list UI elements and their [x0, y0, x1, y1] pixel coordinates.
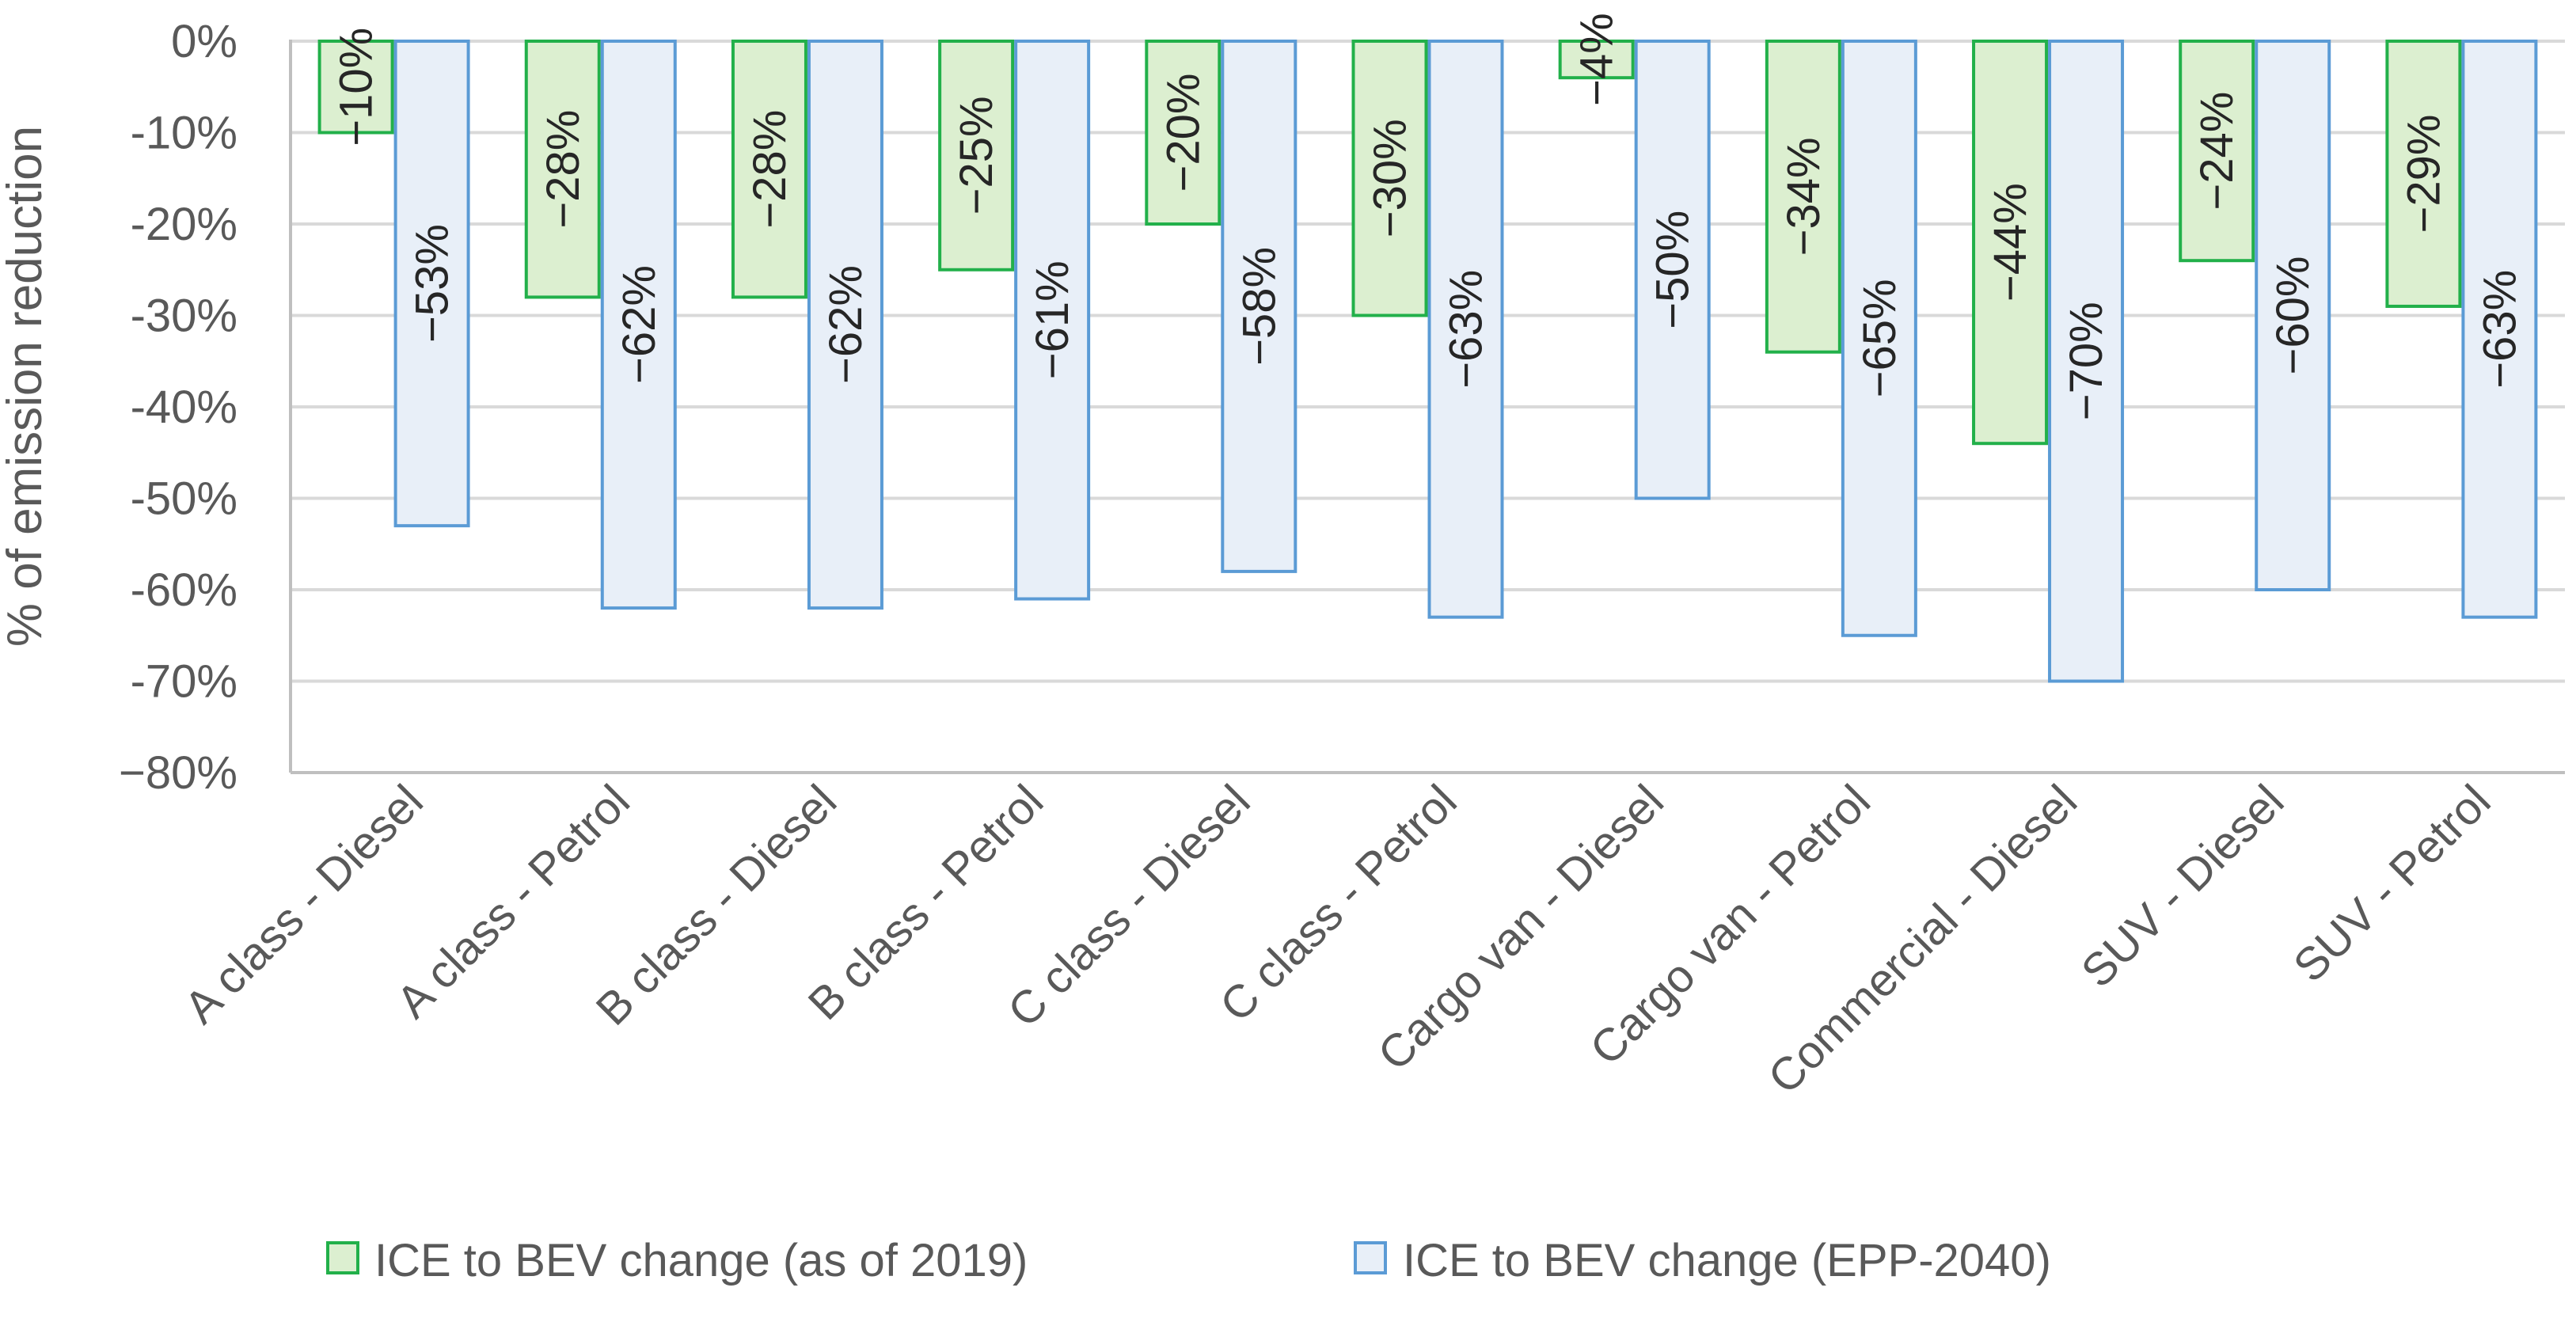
y-tick-label: -70% — [131, 656, 237, 708]
bar-epp-2040 — [2255, 40, 2331, 591]
bar-epp-2040 — [1014, 40, 1091, 601]
data-label-2019: −28% — [744, 110, 796, 229]
bar-epp-2040 — [2461, 40, 2538, 619]
data-label-2019: −29% — [2398, 114, 2449, 233]
data-label-epp-2040: −53% — [407, 224, 458, 343]
y-tick-label: -40% — [131, 382, 237, 433]
y-tick-label: -20% — [131, 199, 237, 250]
data-labels: −10% −53% −28% −62% −28% −62% −25% −61% −20% −58%… — [331, 13, 2526, 420]
bar-2019 — [1765, 40, 1841, 354]
legend-label-epp-2040: ICE to BEV change (EPP-2040) — [1403, 1235, 2051, 1286]
data-label-epp-2040: −61% — [1027, 260, 1078, 379]
y-tick-label: -30% — [131, 291, 237, 342]
data-label-epp-2040: −50% — [1647, 211, 1699, 329]
data-label-2019: −4% — [1571, 13, 1623, 106]
bar-2019 — [317, 40, 394, 135]
data-label-epp-2040: −62% — [820, 265, 872, 384]
legend-swatch-epp-2040 — [1354, 1241, 1387, 1274]
y-tick-label: -50% — [131, 473, 237, 525]
bar-epp-2040 — [2048, 40, 2125, 683]
bar-2019 — [1972, 40, 2049, 446]
data-label-2019: −34% — [1778, 137, 1829, 256]
y-tick-label: -10% — [131, 108, 237, 159]
y-tick-label: 0% — [171, 16, 237, 67]
data-label-epp-2040: −60% — [2267, 256, 2319, 375]
bar-2019 — [2385, 40, 2462, 308]
data-label-2019: −20% — [1157, 74, 1209, 192]
y-tick-label: −80% — [119, 747, 237, 799]
data-label-2019: −25% — [951, 96, 1002, 215]
bar-2019 — [938, 40, 1015, 272]
y-axis-label: % of emission reduction — [0, 126, 52, 647]
data-label-2019: −10% — [331, 28, 382, 146]
bars — [317, 40, 2538, 683]
bar-epp-2040 — [600, 40, 677, 610]
bar-epp-2040 — [1221, 40, 1297, 573]
bar-2019 — [1558, 40, 1635, 80]
bar-epp-2040 — [1634, 40, 1711, 500]
legend-label-2019: ICE to BEV change (as of 2019) — [374, 1235, 1028, 1286]
bar-2019 — [1351, 40, 1428, 317]
data-label-2019: −28% — [538, 110, 589, 229]
data-label-2019: −44% — [1985, 183, 2036, 302]
data-label-epp-2040: −70% — [2061, 302, 2112, 420]
data-label-2019: −30% — [1365, 119, 1416, 237]
bar-epp-2040 — [1841, 40, 1917, 637]
legend-swatch-2019 — [326, 1241, 359, 1274]
data-label-epp-2040: −65% — [1854, 279, 1905, 397]
bar-2019 — [2179, 40, 2255, 263]
data-label-epp-2040: −58% — [1233, 247, 1285, 366]
x-tick-label: SUV - Diesel — [2072, 775, 2294, 997]
bar-epp-2040 — [393, 40, 470, 528]
bar-epp-2040 — [807, 40, 883, 610]
bar-2019 — [731, 40, 807, 299]
data-label-epp-2040: −63% — [2474, 270, 2525, 389]
x-tick-label: SUV - Petrol — [2284, 775, 2501, 992]
data-label-2019: −24% — [2191, 92, 2243, 211]
data-label-epp-2040: −63% — [1441, 270, 1492, 389]
bar-epp-2040 — [1427, 40, 1504, 619]
legend: ICE to BEV change (as of 2019) ICE to BEV… — [326, 1235, 2051, 1286]
y-tick-label: -60% — [131, 564, 237, 616]
bar-2019 — [1145, 40, 1222, 226]
data-label-epp-2040: −62% — [614, 265, 665, 384]
bar-2019 — [524, 40, 601, 299]
